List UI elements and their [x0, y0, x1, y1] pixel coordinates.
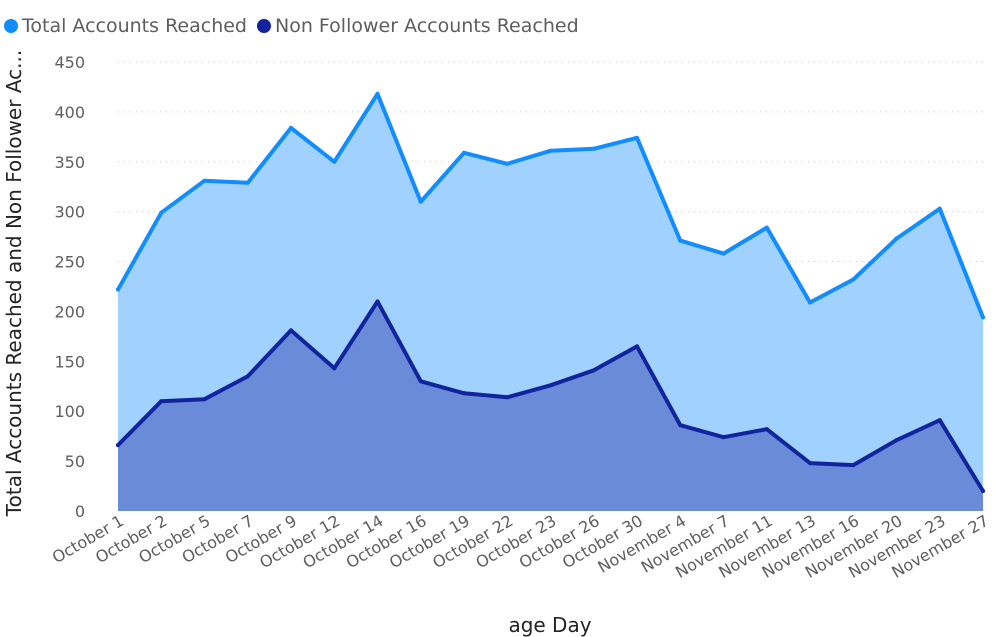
- data-point[interactable]: [202, 178, 207, 183]
- data-point[interactable]: [462, 150, 466, 155]
- data-point[interactable]: [678, 238, 683, 243]
- series-areas: [118, 93, 983, 512]
- data-point[interactable]: [245, 180, 250, 185]
- data-point[interactable]: [245, 374, 250, 379]
- data-point[interactable]: [289, 328, 293, 333]
- data-point[interactable]: [591, 368, 596, 373]
- legend-label-total: Total Accounts Reached: [22, 15, 247, 37]
- data-point[interactable]: [418, 199, 423, 204]
- data-point[interactable]: [981, 315, 985, 320]
- data-point[interactable]: [418, 379, 423, 384]
- data-point[interactable]: [462, 391, 466, 396]
- legend-item-total[interactable]: Total Accounts Reached: [4, 15, 247, 37]
- data-point[interactable]: [721, 251, 726, 256]
- chart-legend: Total Accounts Reached Non Follower Acco…: [4, 12, 589, 40]
- data-point[interactable]: [851, 463, 856, 468]
- data-point[interactable]: [202, 397, 207, 402]
- data-point[interactable]: [851, 277, 856, 282]
- data-point[interactable]: [375, 91, 380, 96]
- y-tick-label: 100: [54, 402, 85, 421]
- y-tick-label: 250: [54, 253, 85, 272]
- data-point[interactable]: [635, 344, 639, 349]
- data-point[interactable]: [591, 146, 596, 151]
- legend-marker-total: [4, 19, 18, 33]
- data-point[interactable]: [937, 418, 942, 423]
- y-tick-label: 0: [75, 502, 85, 521]
- y-tick-label: 400: [54, 103, 85, 122]
- y-axis-title: Total Accounts Reached and Non Follower …: [2, 50, 26, 517]
- y-tick-label: 450: [54, 53, 85, 72]
- data-point[interactable]: [375, 299, 380, 304]
- area-series-1: [118, 301, 983, 511]
- data-point[interactable]: [332, 366, 337, 371]
- data-point[interactable]: [116, 287, 120, 292]
- data-point[interactable]: [505, 395, 510, 400]
- data-point[interactable]: [116, 443, 120, 448]
- y-tick-label: 300: [54, 203, 85, 222]
- y-tick-label: 200: [54, 302, 85, 321]
- data-point[interactable]: [678, 423, 683, 428]
- data-point[interactable]: [289, 125, 293, 130]
- data-point[interactable]: [548, 148, 553, 153]
- legend-label-non-follower: Non Follower Accounts Reached: [275, 15, 579, 37]
- x-axis-title: age Day: [508, 613, 591, 637]
- data-point[interactable]: [894, 236, 899, 241]
- data-point[interactable]: [808, 300, 812, 305]
- data-point[interactable]: [548, 383, 553, 388]
- data-point[interactable]: [332, 159, 337, 164]
- y-tick-label: 150: [54, 352, 85, 371]
- data-point[interactable]: [159, 399, 164, 404]
- y-tick-label: 350: [54, 153, 85, 172]
- data-point[interactable]: [937, 206, 942, 211]
- data-point[interactable]: [981, 489, 985, 494]
- data-point[interactable]: [764, 427, 769, 432]
- series-lines: [116, 91, 985, 494]
- data-point[interactable]: [635, 135, 639, 140]
- data-point[interactable]: [721, 435, 726, 440]
- legend-marker-non-follower: [257, 19, 271, 33]
- legend-item-non-follower[interactable]: Non Follower Accounts Reached: [257, 15, 579, 37]
- data-point[interactable]: [764, 225, 769, 230]
- y-axis-ticks: 0 50 100 150 200 250 300 350 400 450: [54, 53, 85, 521]
- data-point[interactable]: [808, 461, 812, 466]
- data-point[interactable]: [505, 161, 510, 166]
- y-tick-label: 50: [65, 452, 85, 471]
- data-point[interactable]: [159, 210, 164, 215]
- data-point[interactable]: [894, 438, 899, 443]
